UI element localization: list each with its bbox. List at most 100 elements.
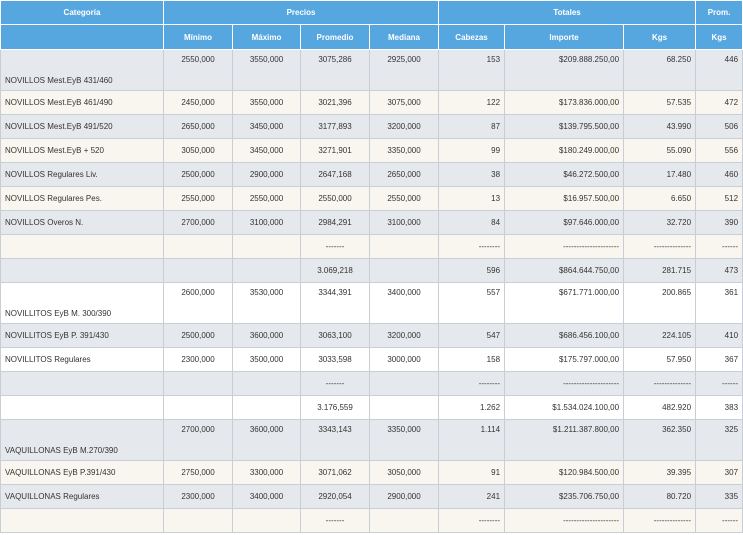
cell-importe: $139.795.500,00 — [504, 114, 625, 139]
cell-importe: --------------------- — [504, 234, 625, 259]
cell-minimo — [163, 371, 233, 396]
cell-prom-kgs: 506 — [695, 114, 743, 139]
cell-maximo: 3600,000 — [232, 419, 301, 461]
header-mediana[interactable]: Mediana — [368, 24, 440, 50]
cell-minimo: 2300,000 — [163, 484, 233, 509]
cell-kgs: -------------- — [623, 508, 697, 533]
cell-kgs: 57.950 — [623, 347, 697, 372]
cell-importe: $120.984.500,00 — [504, 460, 625, 485]
table-row: NOVILLOS Mest.EyB 431/460 2550,000 3550,… — [0, 49, 743, 91]
cell-minimo: 2500,000 — [163, 162, 233, 187]
cell-importe: $97.646.000,00 — [504, 210, 625, 235]
cell-kgs: 39.395 — [623, 460, 697, 485]
cell-prom-kgs: 367 — [695, 347, 743, 372]
cell-categoria — [0, 258, 164, 283]
cell-importe: $180.249.000,00 — [504, 138, 625, 163]
cell-mediana: 3100,000 — [368, 210, 440, 235]
cell-cabezas: 596 — [438, 258, 506, 283]
cell-categoria — [0, 395, 164, 420]
cell-categoria — [0, 234, 164, 259]
cell-maximo: 3530,000 — [232, 282, 301, 324]
cell-cabezas: 1.114 — [438, 419, 506, 461]
cell-kgs: -------------- — [623, 234, 697, 259]
table-row: NOVILLOS Mest.EyB 491/520 2650,000 3450,… — [0, 114, 743, 139]
header-cabezas[interactable]: Cabezas — [438, 24, 506, 50]
cell-promedio: 3063,100 — [300, 323, 370, 348]
cell-mediana: 3000,000 — [368, 347, 440, 372]
cell-promedio: ------- — [300, 508, 370, 533]
cell-minimo: 2550,000 — [163, 49, 233, 91]
cell-minimo — [163, 395, 233, 420]
cell-importe: $864.644.750,00 — [504, 258, 625, 283]
table-row: NOVILLOS Mest.EyB 461/490 2450,000 3550,… — [0, 90, 743, 115]
cell-prom-kgs: 446 — [695, 49, 743, 91]
cell-promedio: 3344,391 — [300, 282, 370, 324]
cell-importe: $173.836.000,00 — [504, 90, 625, 115]
cell-prom-kgs: 335 — [695, 484, 743, 509]
cell-maximo: 3450,000 — [232, 114, 301, 139]
cell-cabezas: 153 — [438, 49, 506, 91]
header-minimo[interactable]: Mínimo — [163, 24, 233, 50]
cell-maximo: 3100,000 — [232, 210, 301, 235]
cell-mediana — [368, 371, 440, 396]
cell-categoria: NOVILLITOS EyB P. 391/430 — [0, 323, 164, 348]
table-header: Categoría Precios Totales Prom. Mínimo M… — [0, 0, 743, 50]
table-row: NOVILLITOS EyB P. 391/430 2500,000 3600,… — [0, 323, 743, 348]
cell-importe: $46.272.500,00 — [504, 162, 625, 187]
header-promedio[interactable]: Promedio — [300, 24, 370, 50]
cell-promedio: 2984,291 — [300, 210, 370, 235]
cell-kgs: 57.535 — [623, 90, 697, 115]
table-body: NOVILLOS Mest.EyB 431/460 2550,000 3550,… — [0, 49, 743, 533]
cell-maximo: 3450,000 — [232, 138, 301, 163]
cell-categoria — [0, 371, 164, 396]
header-maximo[interactable]: Máximo — [232, 24, 301, 50]
cell-categoria: VAQUILLONAS EyB P.391/430 — [0, 460, 164, 485]
cell-maximo: 2900,000 — [232, 162, 301, 187]
cell-importe: --------------------- — [504, 508, 625, 533]
cell-promedio: 3071,062 — [300, 460, 370, 485]
subtotal-row: 3.069,218 596 $864.644.750,00 281.715 47… — [0, 258, 743, 283]
header-importe[interactable]: Importe — [504, 24, 625, 50]
cell-kgs: 362.350 — [623, 419, 697, 461]
header-categoria[interactable]: Categoría — [0, 0, 164, 25]
cell-kgs: 68.250 — [623, 49, 697, 91]
cell-categoria: VAQUILLONAS EyB M.270/390 — [0, 419, 164, 461]
cell-importe: $175.797.000,00 — [504, 347, 625, 372]
cell-categoria: NOVILLOS Overos N. — [0, 210, 164, 235]
cell-cabezas: 547 — [438, 323, 506, 348]
cell-maximo: 3300,000 — [232, 460, 301, 485]
cell-categoria: NOVILLOS Mest.EyB 491/520 — [0, 114, 164, 139]
cell-prom-kgs: 390 — [695, 210, 743, 235]
cell-minimo: 2550,000 — [163, 186, 233, 211]
cell-prom-kgs: 472 — [695, 90, 743, 115]
cell-prom-kgs: 460 — [695, 162, 743, 187]
separator-row: ------- -------- --------------------- -… — [0, 508, 743, 533]
cell-mediana — [368, 395, 440, 420]
cell-promedio: 3271,901 — [300, 138, 370, 163]
cell-prom-kgs: 325 — [695, 419, 743, 461]
cell-promedio: 3033,598 — [300, 347, 370, 372]
cell-maximo — [232, 371, 301, 396]
cell-cabezas: 91 — [438, 460, 506, 485]
cell-categoria: NOVILLOS Mest.EyB 461/490 — [0, 90, 164, 115]
cell-mediana: 2550,000 — [368, 186, 440, 211]
cell-minimo: 2500,000 — [163, 323, 233, 348]
cell-maximo: 3400,000 — [232, 484, 301, 509]
header-prom: Prom. — [695, 0, 743, 25]
header-kgs[interactable]: Kgs — [623, 24, 697, 50]
cell-mediana — [368, 258, 440, 283]
cell-minimo: 2650,000 — [163, 114, 233, 139]
cell-kgs: 482.920 — [623, 395, 697, 420]
cell-importe: $209.888.250,00 — [504, 49, 625, 91]
cell-maximo: 2550,000 — [232, 186, 301, 211]
cell-mediana: 3050,000 — [368, 460, 440, 485]
cell-prom-kgs: 512 — [695, 186, 743, 211]
cell-mediana: 2925,000 — [368, 49, 440, 91]
cell-prom-kgs: 556 — [695, 138, 743, 163]
cell-categoria: NOVILLOS Regulares Pes. — [0, 186, 164, 211]
header-prom-kgs[interactable]: Kgs — [695, 24, 743, 50]
subtotal-row: 3.176,559 1.262 $1.534.024.100,00 482.92… — [0, 395, 743, 420]
cell-categoria: VAQUILLONAS Regulares — [0, 484, 164, 509]
cell-categoria: NOVILLOS Mest.EyB + 520 — [0, 138, 164, 163]
